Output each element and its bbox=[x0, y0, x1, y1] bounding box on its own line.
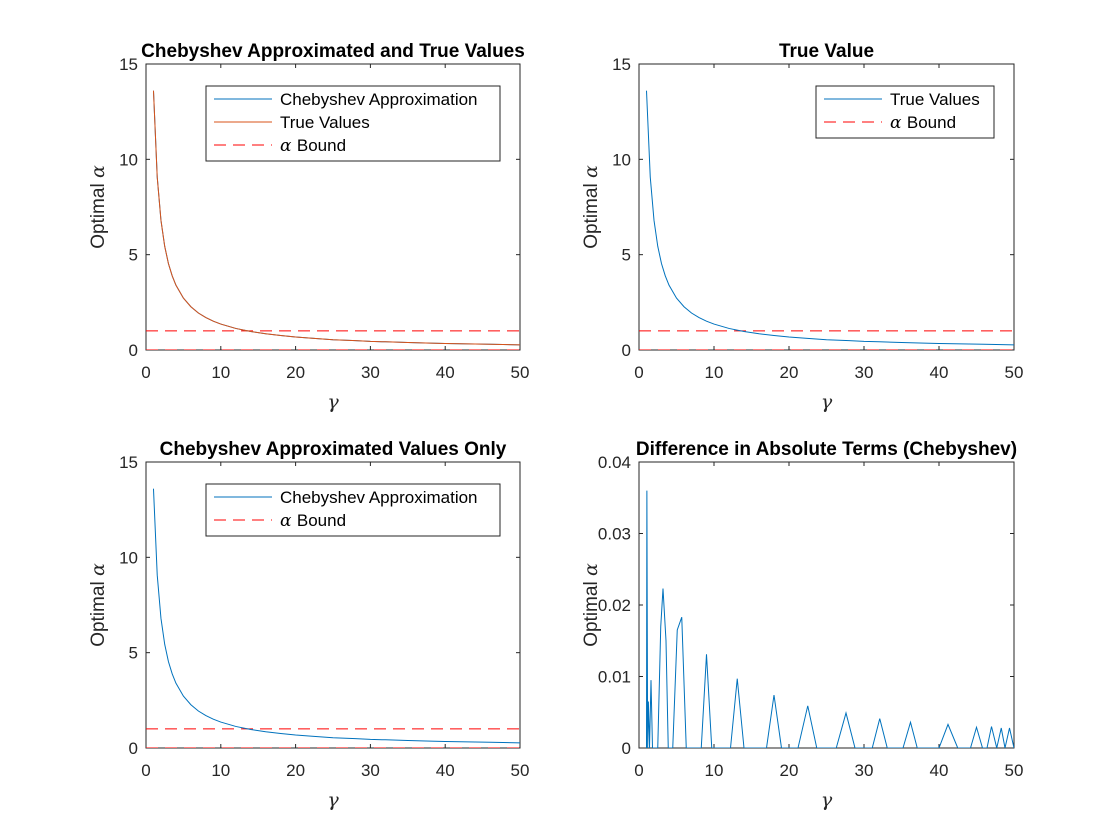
series-line bbox=[152, 90, 520, 346]
legend-label: Bound bbox=[297, 136, 346, 155]
x-tick-label: 20 bbox=[780, 363, 799, 382]
legend-entry: α Bound bbox=[890, 113, 956, 133]
legend-label: Bound bbox=[907, 113, 956, 132]
y-axis-label: Optimal α bbox=[580, 165, 602, 249]
x-tick-label: 20 bbox=[286, 761, 305, 780]
x-axis-label: γ bbox=[821, 789, 833, 811]
x-axis-label: γ bbox=[821, 391, 833, 413]
legend-label: Bound bbox=[297, 511, 346, 530]
y-tick-label: 0 bbox=[129, 341, 138, 360]
y-axis-label: Optimal α bbox=[87, 165, 109, 249]
y-axis-label-symbol: α bbox=[580, 165, 602, 178]
subplot-4: 0 10 20 30 40 50 0 0.01 0.02 0.03 0.04 Difference i… bbox=[580, 439, 1023, 811]
y-tick-label: 0 bbox=[622, 739, 631, 758]
y-tick-label: 15 bbox=[119, 453, 138, 472]
y-tick-label: 5 bbox=[129, 644, 138, 663]
x-tick-label: 50 bbox=[511, 761, 530, 780]
y-tick-label: 0.04 bbox=[598, 453, 631, 472]
legend-symbol: α bbox=[280, 511, 297, 531]
x-tick-label: 30 bbox=[361, 363, 380, 382]
legend: True Values α Bound bbox=[815, 85, 995, 139]
x-axis-label: γ bbox=[327, 391, 339, 413]
axes-box bbox=[638, 461, 1015, 749]
x-tick-label: 0 bbox=[634, 363, 643, 382]
y-tick-label: 0.03 bbox=[598, 525, 631, 544]
legend-symbol: α bbox=[890, 113, 907, 133]
y-axis-label-symbol: α bbox=[87, 165, 109, 178]
legend: Chebyshev Approximation α Bound bbox=[205, 483, 501, 537]
y-tick-label: 5 bbox=[622, 246, 631, 265]
x-tick-label: 40 bbox=[436, 363, 455, 382]
legend-entry: α Bound bbox=[280, 511, 346, 531]
y-tick-label: 5 bbox=[129, 246, 138, 265]
y-axis-label-text: Optimal bbox=[581, 576, 602, 647]
legend-entry: True Values bbox=[890, 90, 980, 109]
series-line bbox=[152, 488, 520, 744]
y-tick-label: 0 bbox=[622, 341, 631, 360]
x-axis-label: γ bbox=[327, 789, 339, 811]
x-tick-label: 50 bbox=[1005, 363, 1024, 382]
chart-title: True Value bbox=[779, 41, 874, 62]
y-axis-label-text: Optimal bbox=[88, 576, 109, 647]
series-line bbox=[646, 490, 1014, 748]
chart-title: Chebyshev Approximated Values Only bbox=[160, 439, 507, 460]
legend-entry: α Bound bbox=[280, 136, 346, 156]
y-axis-label: Optimal α bbox=[87, 563, 109, 647]
y-tick-label: 0.01 bbox=[598, 668, 631, 687]
x-tick-label: 40 bbox=[930, 761, 949, 780]
legend-box bbox=[205, 483, 501, 537]
x-tick-label: 30 bbox=[855, 761, 874, 780]
x-tick-label: 0 bbox=[141, 761, 150, 780]
x-tick-label: 20 bbox=[286, 363, 305, 382]
x-tick-label: 10 bbox=[211, 363, 230, 382]
y-axis-label-symbol: α bbox=[580, 563, 602, 576]
x-tick-label: 0 bbox=[141, 363, 150, 382]
x-tick-label: 50 bbox=[1005, 761, 1024, 780]
y-tick-label: 0.02 bbox=[598, 596, 631, 615]
y-tick-label: 15 bbox=[612, 55, 631, 74]
y-tick-label: 10 bbox=[612, 150, 631, 169]
series-line bbox=[646, 90, 1014, 346]
x-tick-label: 30 bbox=[361, 761, 380, 780]
legend-entry: Chebyshev Approximation bbox=[280, 488, 478, 507]
chart-title: Chebyshev Approximated and True Values bbox=[141, 41, 525, 62]
x-tick-label: 20 bbox=[780, 761, 799, 780]
subplot-3: 0 10 20 30 40 50 0 5 10 15 Chebyshev Approximated … bbox=[87, 439, 529, 811]
x-tick-label: 10 bbox=[211, 761, 230, 780]
y-axis-label-text: Optimal bbox=[581, 178, 602, 249]
legend: Chebyshev Approximation True Values α Boun… bbox=[205, 85, 501, 162]
x-tick-label: 30 bbox=[855, 363, 874, 382]
x-tick-label: 40 bbox=[930, 363, 949, 382]
x-tick-label: 10 bbox=[705, 761, 724, 780]
y-tick-label: 10 bbox=[119, 150, 138, 169]
x-tick-label: 40 bbox=[436, 761, 455, 780]
x-tick-label: 50 bbox=[511, 363, 530, 382]
legend-entry: True Values bbox=[280, 113, 370, 132]
y-tick-label: 15 bbox=[119, 55, 138, 74]
y-tick-label: 0 bbox=[129, 739, 138, 758]
y-axis-label-symbol: α bbox=[87, 563, 109, 576]
x-tick-label: 10 bbox=[705, 363, 724, 382]
legend-symbol: α bbox=[280, 136, 297, 156]
y-axis-label-text: Optimal bbox=[88, 178, 109, 249]
x-tick-label: 0 bbox=[634, 761, 643, 780]
legend-box bbox=[815, 85, 995, 139]
y-tick-label: 10 bbox=[119, 548, 138, 567]
chart-title: Difference in Absolute Terms (Chebyshev) bbox=[636, 439, 1017, 460]
legend-entry: Chebyshev Approximation bbox=[280, 90, 478, 109]
y-axis-label: Optimal α bbox=[580, 563, 602, 647]
